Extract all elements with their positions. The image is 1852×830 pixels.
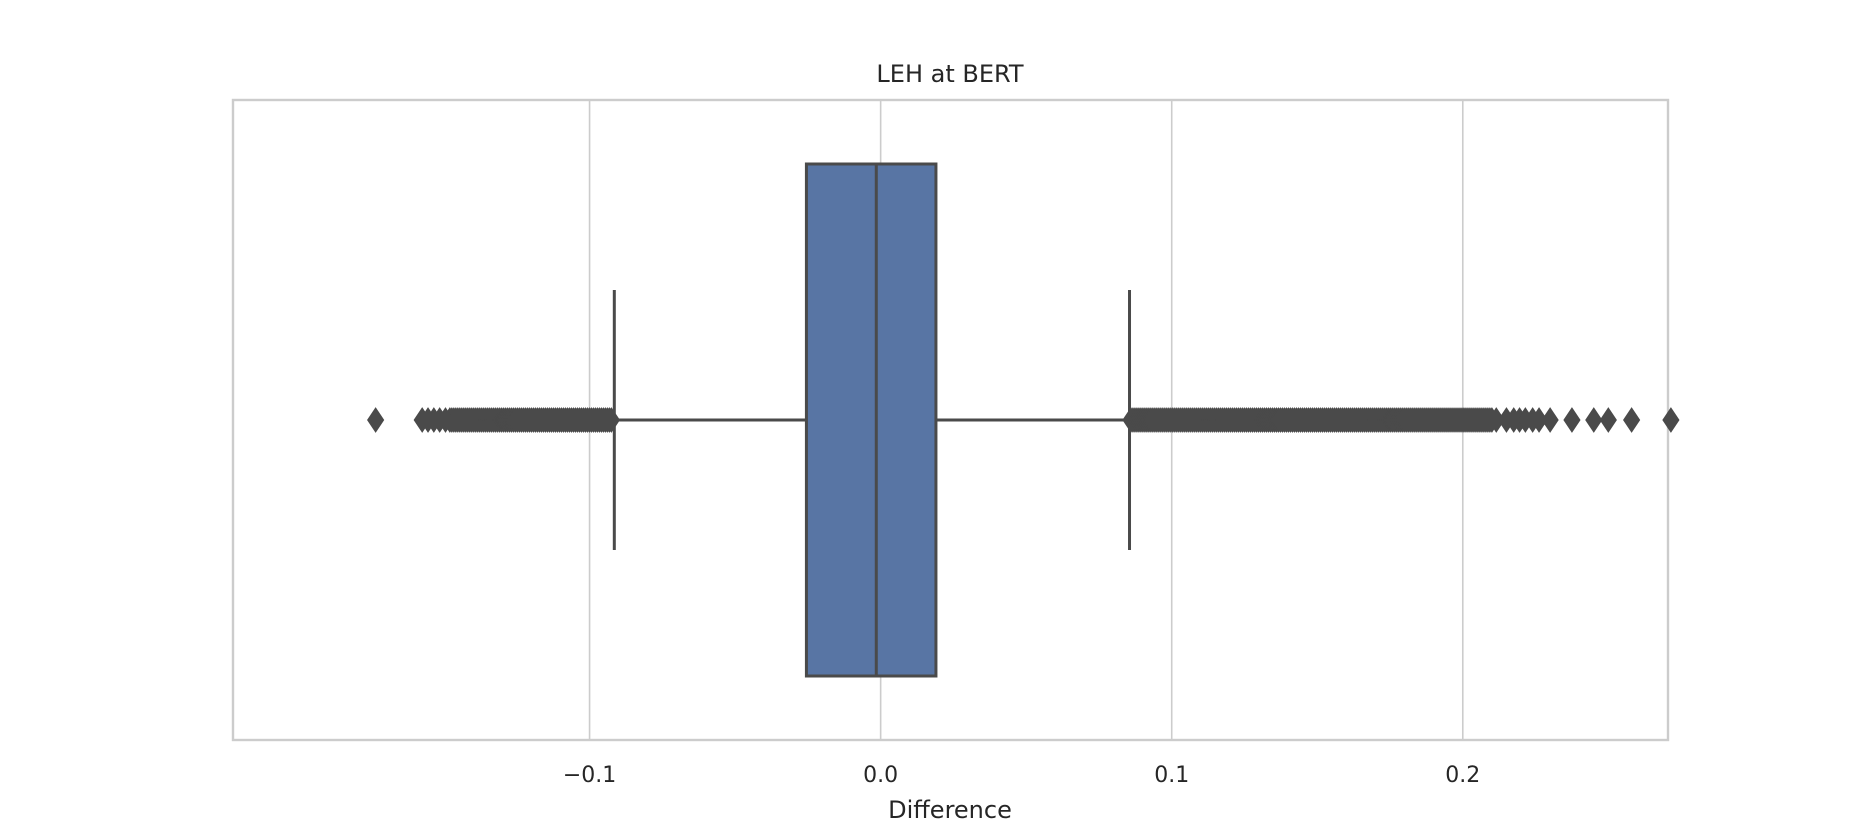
x-tick-labels: −0.1 0.0 0.1 0.2	[563, 763, 1480, 788]
outlier-point	[367, 407, 385, 433]
x-tick-label: 0.0	[863, 763, 898, 788]
box-layer	[804, 162, 938, 678]
chart-title: LEH at BERT	[876, 60, 1024, 88]
x-axis-label: Difference	[888, 796, 1012, 824]
outlier-point	[1541, 407, 1559, 433]
outlier-point	[1563, 407, 1581, 433]
x-tick-label: 0.1	[1154, 763, 1189, 788]
outlier-point	[436, 407, 455, 433]
outlier-point	[1623, 407, 1641, 433]
iqr-box	[804, 162, 938, 678]
outlier-layer	[367, 407, 1680, 433]
x-tick-label: 0.2	[1445, 763, 1480, 788]
outlier-point	[1599, 407, 1617, 433]
outlier-point	[602, 407, 620, 433]
outlier-point	[1662, 407, 1680, 433]
x-tick-label: −0.1	[563, 763, 616, 788]
outlier-point	[1585, 407, 1603, 433]
